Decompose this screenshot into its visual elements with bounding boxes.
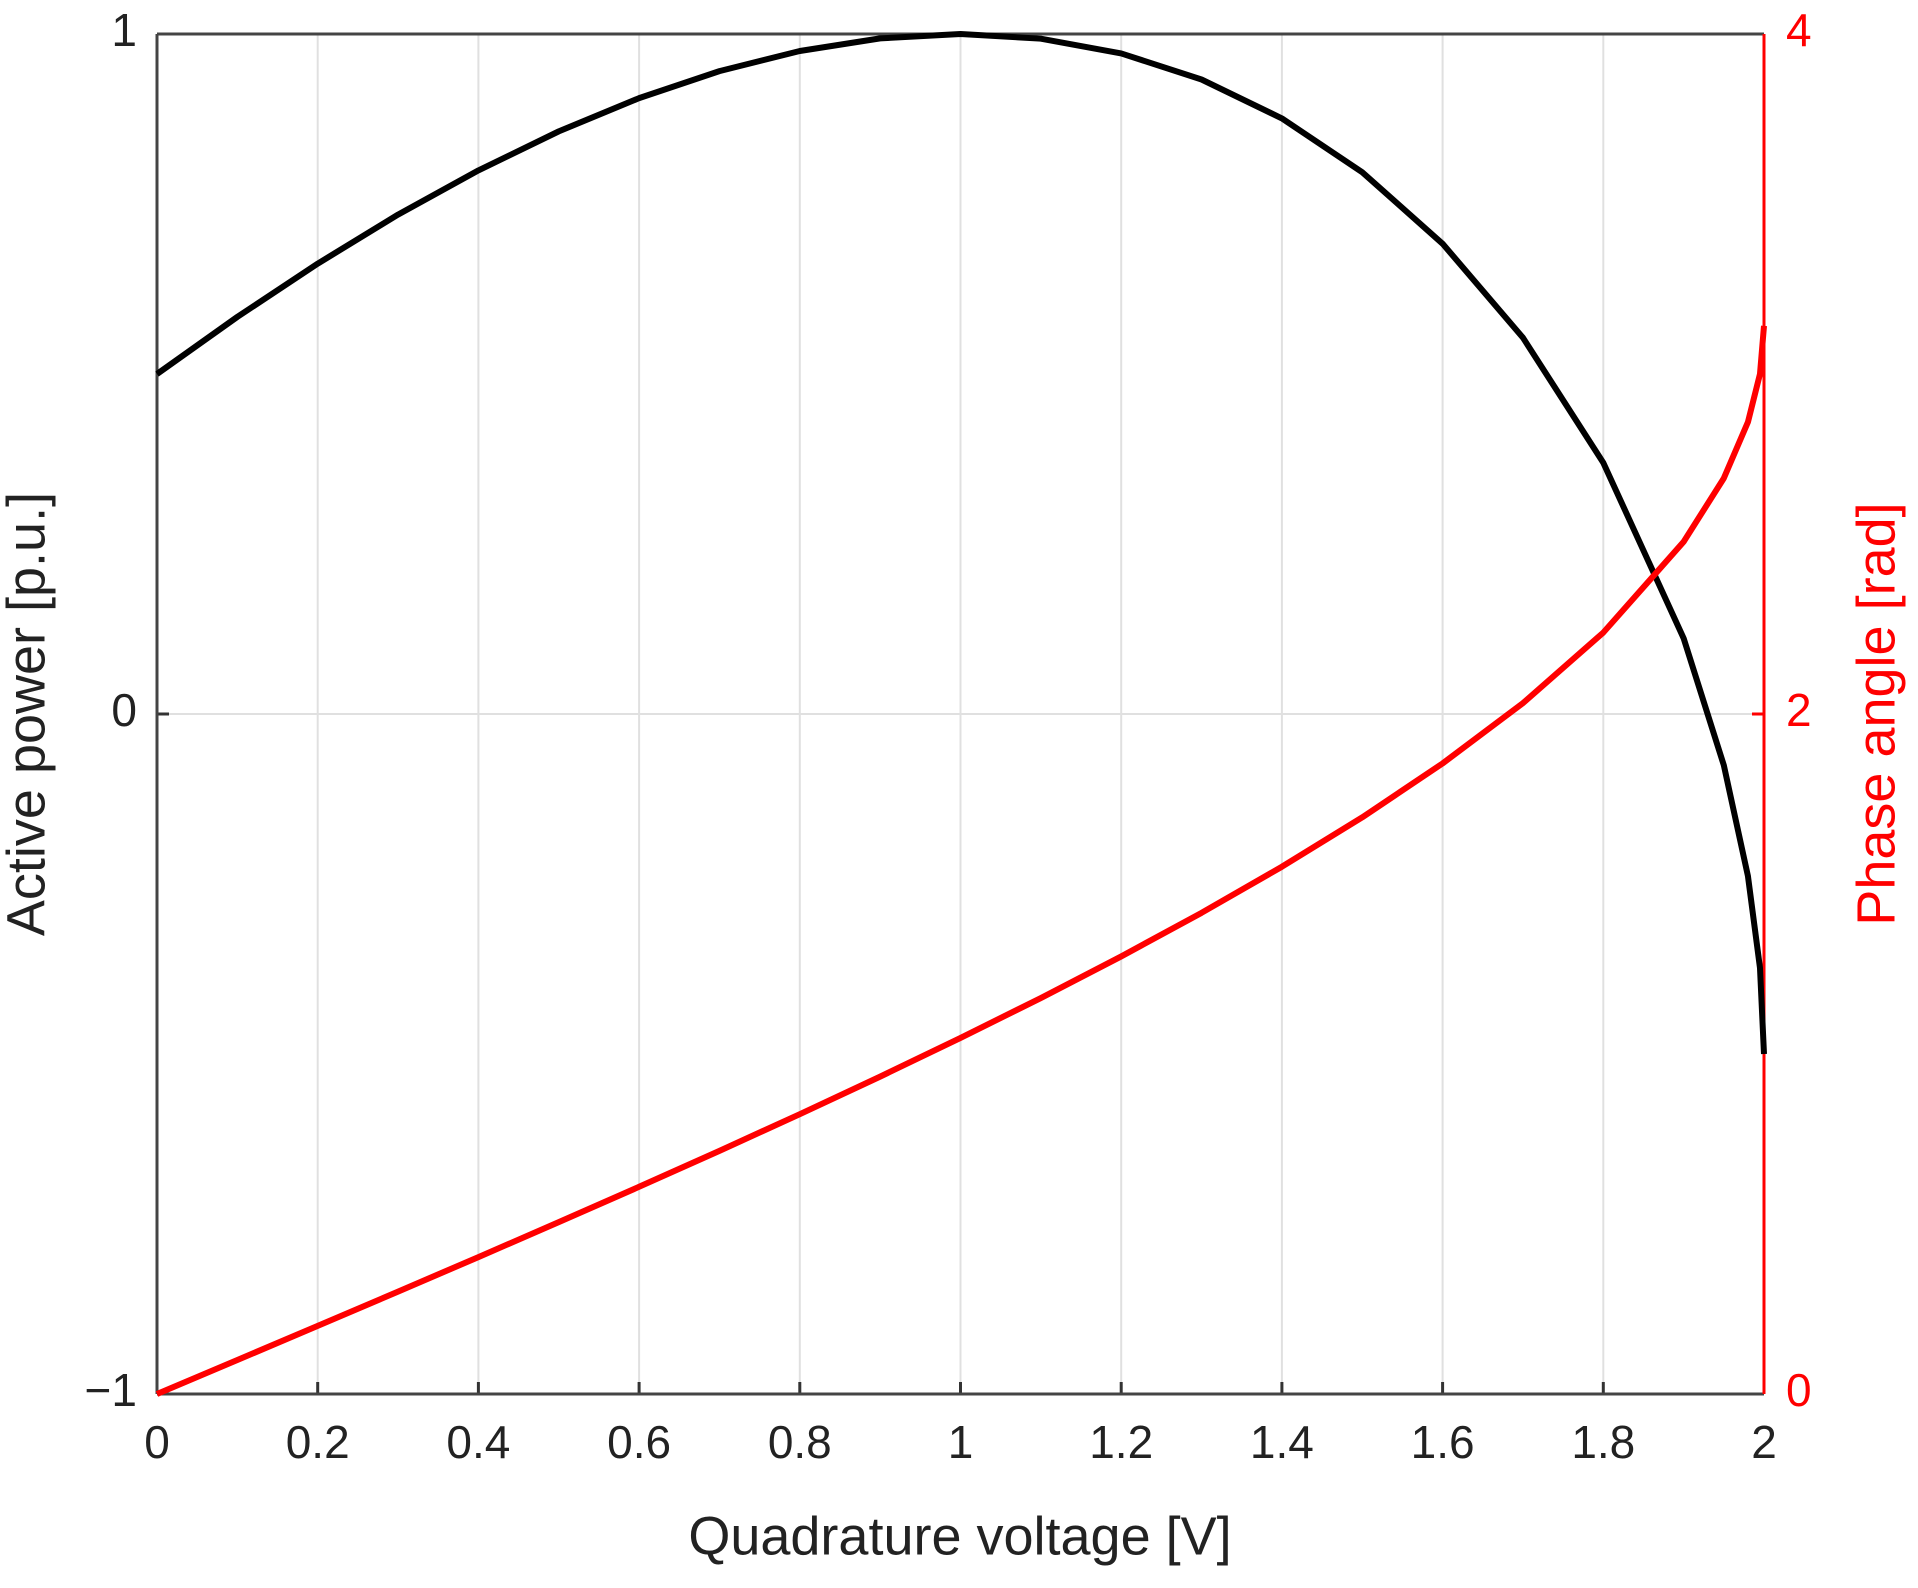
y2-axis-label: Phase angle [rad] [1846, 502, 1906, 925]
line-series [155, 325, 1767, 1397]
x-tick-label: 0.4 [446, 1416, 510, 1468]
y-tick-label: −1 [85, 1364, 137, 1416]
x-tick-label: 1.6 [1411, 1416, 1475, 1468]
y-axis-label: Active power [p.u.] [0, 492, 56, 936]
y2-tick-label: 4 [1786, 4, 1812, 56]
y2-tick-label: 2 [1786, 684, 1812, 736]
line-series [155, 31, 1767, 1055]
x-tick-label: 2 [1751, 1416, 1777, 1468]
x-tick-label: 0.6 [607, 1416, 671, 1468]
x-tick-label: 0.8 [768, 1416, 832, 1468]
x-tick-label: 1.2 [1089, 1416, 1153, 1468]
x-axis-label: Quadrature voltage [V] [688, 1506, 1231, 1566]
x-tick-label: 0.2 [286, 1416, 350, 1468]
x-tick-label: 1.8 [1571, 1416, 1635, 1468]
x-tick-label: 1.4 [1250, 1416, 1314, 1468]
x-tick-label: 1 [948, 1416, 974, 1468]
y-tick-label: 1 [111, 4, 137, 56]
x-tick-label: 0 [144, 1416, 170, 1468]
y-tick-label: 0 [111, 684, 137, 736]
y2-tick-label: 0 [1786, 1364, 1812, 1416]
